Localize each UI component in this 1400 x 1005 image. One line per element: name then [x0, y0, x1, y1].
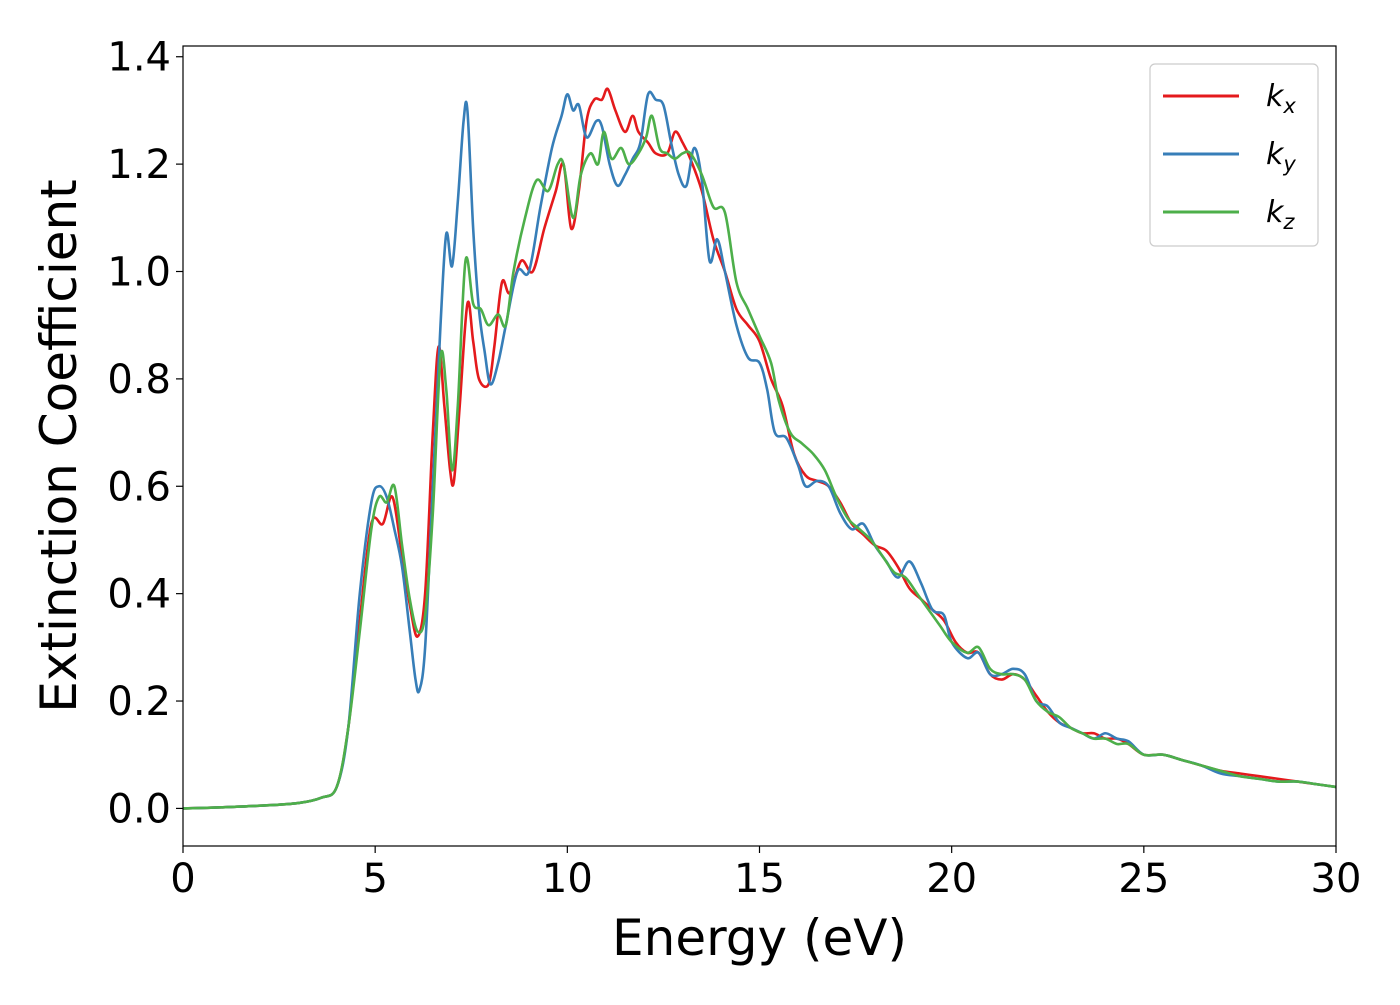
series-line-z: [183, 114, 1336, 810]
x-axis-label: Energy (eV): [612, 909, 907, 967]
y-tick-label: 0.6: [107, 464, 171, 510]
y-tick-label: 0.2: [107, 679, 171, 725]
legend-label-base: k: [1266, 79, 1285, 114]
y-tick-label: 0.8: [107, 357, 171, 403]
series-layer: [183, 87, 1336, 810]
y-tick-label: 1.0: [107, 250, 171, 296]
y-tick-label: 0.0: [107, 786, 171, 832]
legend-label-subscript: x: [1282, 94, 1296, 118]
legend-label-y: ky: [1266, 137, 1296, 176]
x-tick-label: 0: [170, 856, 195, 902]
legend-label-z: kz: [1266, 195, 1295, 234]
legend-label-subscript: z: [1282, 210, 1295, 234]
y-tick-label: 1.2: [107, 142, 171, 188]
legend-label-base: k: [1266, 137, 1285, 172]
x-tick-label: 10: [542, 856, 593, 902]
x-tick-label: 15: [734, 856, 785, 902]
legend-label-subscript: y: [1282, 152, 1296, 176]
x-tick-label: 20: [926, 856, 977, 902]
y-axis-label: Extinction Coefficient: [30, 179, 88, 713]
legend-label-x: kx: [1266, 79, 1296, 118]
y-tick-label: 1.4: [107, 35, 171, 81]
x-tick-label: 5: [362, 856, 387, 902]
x-tick-label: 30: [1311, 856, 1362, 902]
legend-label-base: k: [1266, 195, 1285, 230]
y-tick-label: 0.4: [107, 572, 171, 618]
y-axis-ticks: 0.0 0.2 0.4 0.6 0.8 1.0 1.2 1.4: [107, 35, 183, 832]
x-tick-label: 25: [1118, 856, 1169, 902]
x-axis-ticks: 0 5 10 15 20 25 30: [170, 846, 1361, 902]
